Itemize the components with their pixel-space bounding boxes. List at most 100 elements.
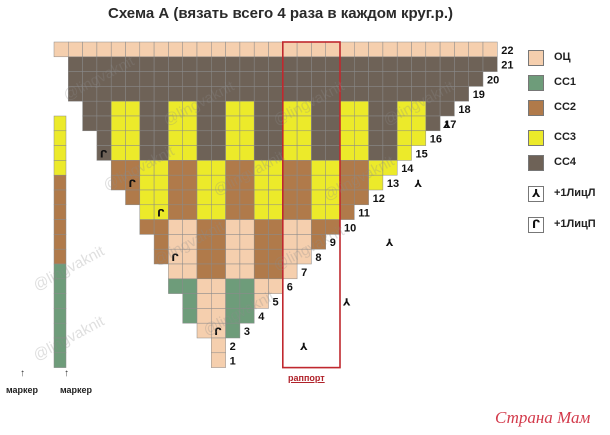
chart-cell	[311, 234, 326, 250]
chart-cell	[110, 71, 126, 87]
chart-cell	[196, 41, 212, 58]
chart-cell	[182, 71, 198, 87]
chart-cell	[296, 130, 312, 146]
chart-cell	[339, 160, 355, 176]
chart-cell	[211, 352, 226, 368]
chart-cell	[325, 71, 341, 87]
chart-cell	[282, 189, 298, 206]
chart-cell	[311, 130, 326, 146]
row-number: 17	[444, 119, 456, 131]
chart-cell	[311, 71, 326, 87]
chart-cell	[296, 71, 312, 87]
chart-cell	[182, 100, 198, 117]
chart-cell	[110, 86, 126, 102]
chart-cell	[268, 263, 284, 280]
chart-cell	[296, 160, 312, 176]
increase-left-symbol: ⅄	[343, 297, 351, 308]
chart-cell	[125, 71, 141, 87]
chart-cell	[53, 41, 69, 58]
chart-cell	[296, 248, 312, 265]
swatch-oc	[528, 50, 544, 66]
chart-cell	[225, 219, 241, 235]
chart-cell	[211, 278, 226, 294]
chart-cell	[125, 115, 141, 132]
chart-cell	[311, 41, 326, 58]
chart-cell	[196, 56, 212, 72]
chart-cell	[325, 115, 341, 132]
chart-cell	[253, 248, 269, 265]
chart-cell	[368, 115, 384, 132]
chart-cell	[211, 204, 226, 220]
chart-cell	[168, 160, 183, 176]
increase-left-symbol: ⅄	[300, 342, 308, 353]
marker-column-cell	[53, 352, 67, 368]
chart-cell	[110, 160, 126, 176]
chart-title: Схема А (вязать всего 4 раза в каждом кр…	[108, 5, 454, 22]
chart-cell	[225, 71, 241, 87]
chart-cell	[368, 86, 384, 102]
chart-cell	[368, 130, 384, 146]
chart-cell	[253, 100, 269, 117]
chart-cell	[268, 100, 284, 117]
chart-cell	[239, 130, 255, 146]
chart-cell	[311, 145, 326, 161]
chart-cell	[253, 263, 269, 280]
chart-cell	[225, 41, 241, 58]
row-number: 19	[473, 89, 485, 101]
row-number: 20	[487, 74, 499, 86]
chart-cell	[368, 160, 384, 176]
chart-cell	[211, 308, 226, 324]
row-number: 13	[387, 178, 399, 190]
marker-label-left: маркер	[6, 385, 39, 395]
chart-cell	[196, 86, 212, 102]
chart-cell	[482, 41, 498, 58]
chart-cell	[153, 234, 169, 250]
chart-cell	[153, 41, 169, 58]
chart-cell	[168, 86, 183, 102]
chart-cell	[125, 41, 141, 58]
chart-cell	[411, 86, 427, 102]
chart-cell	[182, 278, 198, 294]
marker-column-cell	[53, 189, 67, 206]
chart-cell	[196, 189, 212, 206]
chart-cell	[153, 174, 169, 191]
legend-label: ОЦ	[554, 51, 571, 63]
chart-cell	[153, 145, 169, 161]
chart-cell	[311, 219, 326, 235]
chart-cell	[282, 234, 298, 250]
chart-cell	[68, 56, 83, 72]
chart-cell	[253, 41, 269, 58]
chart-cell	[354, 86, 369, 102]
chart-cell	[253, 174, 269, 191]
chart-cell	[182, 189, 198, 206]
chart-cell	[153, 248, 169, 265]
chart-cell	[296, 41, 312, 58]
chart-cell	[268, 234, 284, 250]
chart-cell	[325, 100, 341, 117]
chart-cell	[168, 263, 183, 280]
chart-cell	[425, 41, 441, 58]
chart-cell	[296, 100, 312, 117]
chart-cell	[339, 145, 355, 161]
chart-cell	[339, 56, 355, 72]
chart-cell	[239, 145, 255, 161]
chart-cell	[368, 174, 384, 191]
row-number: 18	[458, 104, 470, 116]
chart-cell	[354, 115, 369, 132]
chart-cell	[411, 130, 427, 146]
inc-right-icon: ᒋ	[528, 217, 544, 233]
chart-cell	[168, 204, 183, 220]
chart-cell	[382, 100, 398, 117]
chart-cell	[253, 145, 269, 161]
chart-cell	[468, 71, 484, 87]
marker-column-cell	[53, 145, 67, 161]
chart-cell	[311, 115, 326, 132]
chart-cell	[354, 41, 369, 58]
increase-right-symbol: ᒋ	[129, 179, 137, 190]
chart-cell	[110, 130, 126, 146]
chart-cell	[382, 130, 398, 146]
swatch-cc3	[528, 130, 544, 146]
marker-column-cell	[53, 278, 67, 294]
increase-left-symbol: ⅄	[415, 179, 423, 190]
chart-cell	[110, 100, 126, 117]
